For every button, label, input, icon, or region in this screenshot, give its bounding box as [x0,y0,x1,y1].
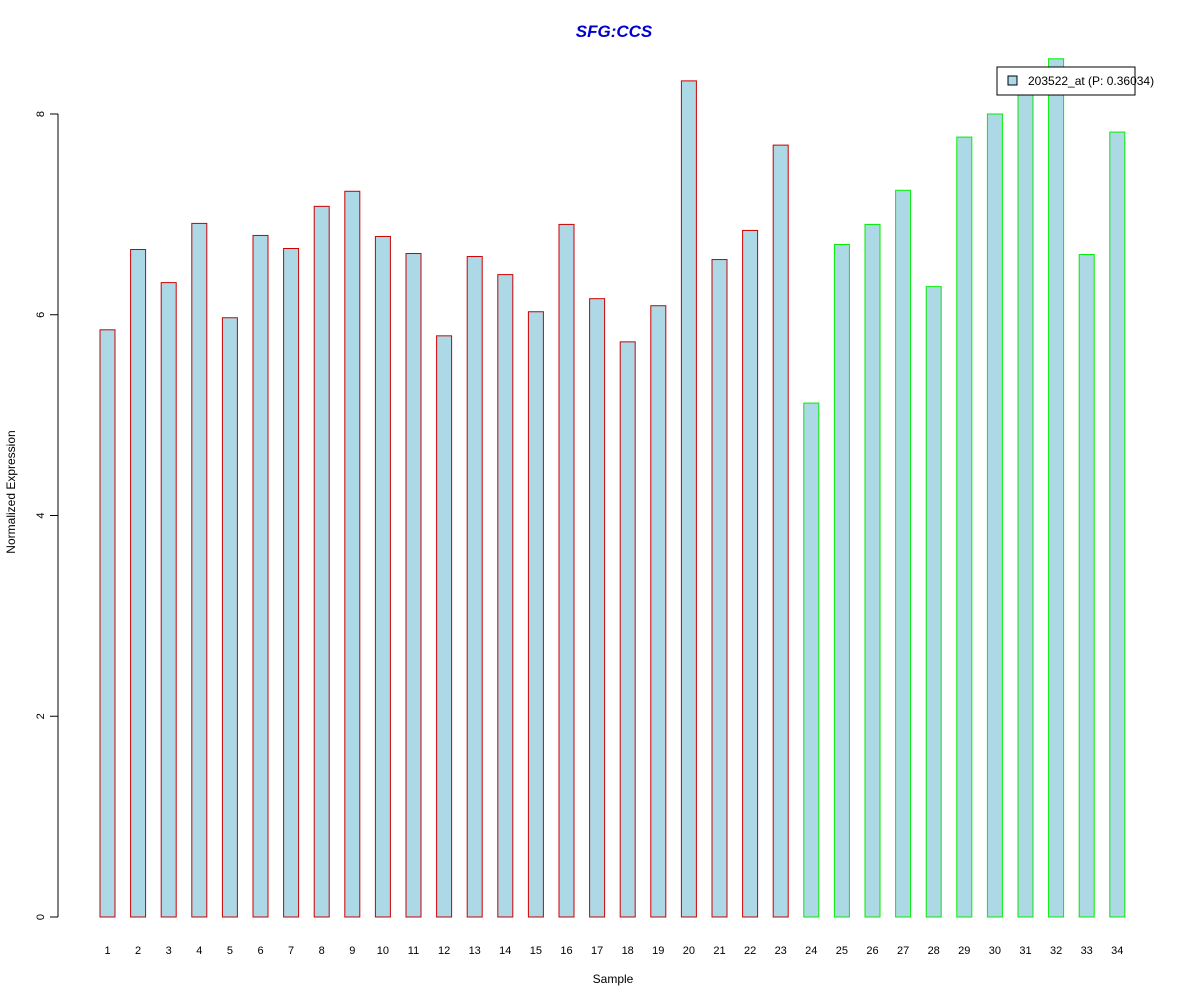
bar-25 [833,243,850,918]
x-tick-label: 19 [652,945,664,957]
x-tick-label: 5 [227,945,233,957]
x-tick-label: 20 [683,945,695,957]
x-tick-label: 32 [1050,945,1062,957]
bar-17 [589,298,606,918]
x-tick-label: 21 [713,945,725,957]
x-tick-label: 3 [166,945,172,957]
x-tick-label: 18 [622,945,634,957]
bar-26 [864,223,881,918]
bar-15 [527,311,544,918]
bar-18 [619,341,636,918]
bar-19 [650,305,667,918]
bar-20 [680,80,697,918]
x-tick-label: 23 [775,945,787,957]
legend-label: 203522_at (P: 0.36034) [1028,74,1154,88]
bar-13 [466,256,483,918]
y-tick-label: 6 [35,312,47,318]
bar-2 [130,249,147,918]
x-tick-label: 31 [1019,945,1031,957]
bar-21 [711,259,728,918]
x-tick-label: 34 [1111,945,1123,957]
x-tick-label: 11 [408,945,419,957]
x-axis-label: Sample [593,972,634,986]
bar-1 [99,329,116,918]
bar-9 [344,190,361,918]
x-tick-label: 22 [744,945,756,957]
y-tick-label: 4 [35,512,47,518]
x-tick-label: 7 [288,945,294,957]
x-tick-label: 27 [897,945,909,957]
bar-34 [1109,131,1126,918]
y-axis-label: Normalized Expression [4,430,18,553]
x-tick-labels: 1 2 3 4 5 6 7 8 9 10 11 12 13 14 15 16 17 18 19 20 21 22 23 24 2… [104,945,1123,957]
bar-27 [895,189,912,918]
x-tick-label: 12 [438,945,450,957]
bar-6 [252,234,269,918]
bar-29 [956,136,973,918]
bar-11 [405,253,422,918]
bar-3 [160,282,177,918]
x-tick-label: 16 [560,945,572,957]
x-tick-label: 17 [591,945,603,957]
bar-12 [436,335,453,918]
x-tick-label: 14 [499,945,511,957]
x-tick-label: 25 [836,945,848,957]
bar-31 [1017,93,1034,918]
bar-28 [925,286,942,918]
bars-group [99,58,1126,918]
x-tick-label: 33 [1081,945,1093,957]
bar-33 [1078,254,1095,918]
y-axis: 0 2 4 6 8 [35,111,59,920]
y-tick-label: 0 [35,914,47,920]
x-tick-label: 8 [319,945,325,957]
bar-8 [313,205,330,918]
x-tick-label: 15 [530,945,542,957]
bar-10 [374,235,391,918]
x-tick-label: 24 [805,945,817,957]
bar-24 [803,402,820,918]
x-tick-label: 13 [469,945,481,957]
bar-4 [191,222,208,918]
bar-7 [283,248,300,918]
x-tick-label: 26 [866,945,878,957]
x-tick-label: 29 [958,945,970,957]
bar-14 [497,274,514,918]
bar-23 [772,144,789,918]
x-tick-label: 1 [104,945,110,957]
bar-22 [742,229,759,918]
x-tick-label: 4 [196,945,202,957]
legend: 203522_at (P: 0.36034) [996,66,1154,96]
y-tick-label: 8 [35,111,47,117]
bar-30 [986,113,1003,918]
legend-swatch [1007,75,1018,86]
x-tick-label: 10 [377,945,389,957]
bar-32 [1048,58,1065,918]
x-tick-label: 28 [928,945,940,957]
x-tick-label: 9 [349,945,355,957]
x-tick-label: 30 [989,945,1001,957]
chart-title: SFG:CCS [576,22,653,41]
legend-box [996,66,1136,96]
x-tick-label: 6 [257,945,263,957]
y-tick-label: 2 [35,713,47,719]
x-tick-label: 2 [135,945,141,957]
bar-16 [558,223,575,918]
bar-5 [221,317,238,918]
